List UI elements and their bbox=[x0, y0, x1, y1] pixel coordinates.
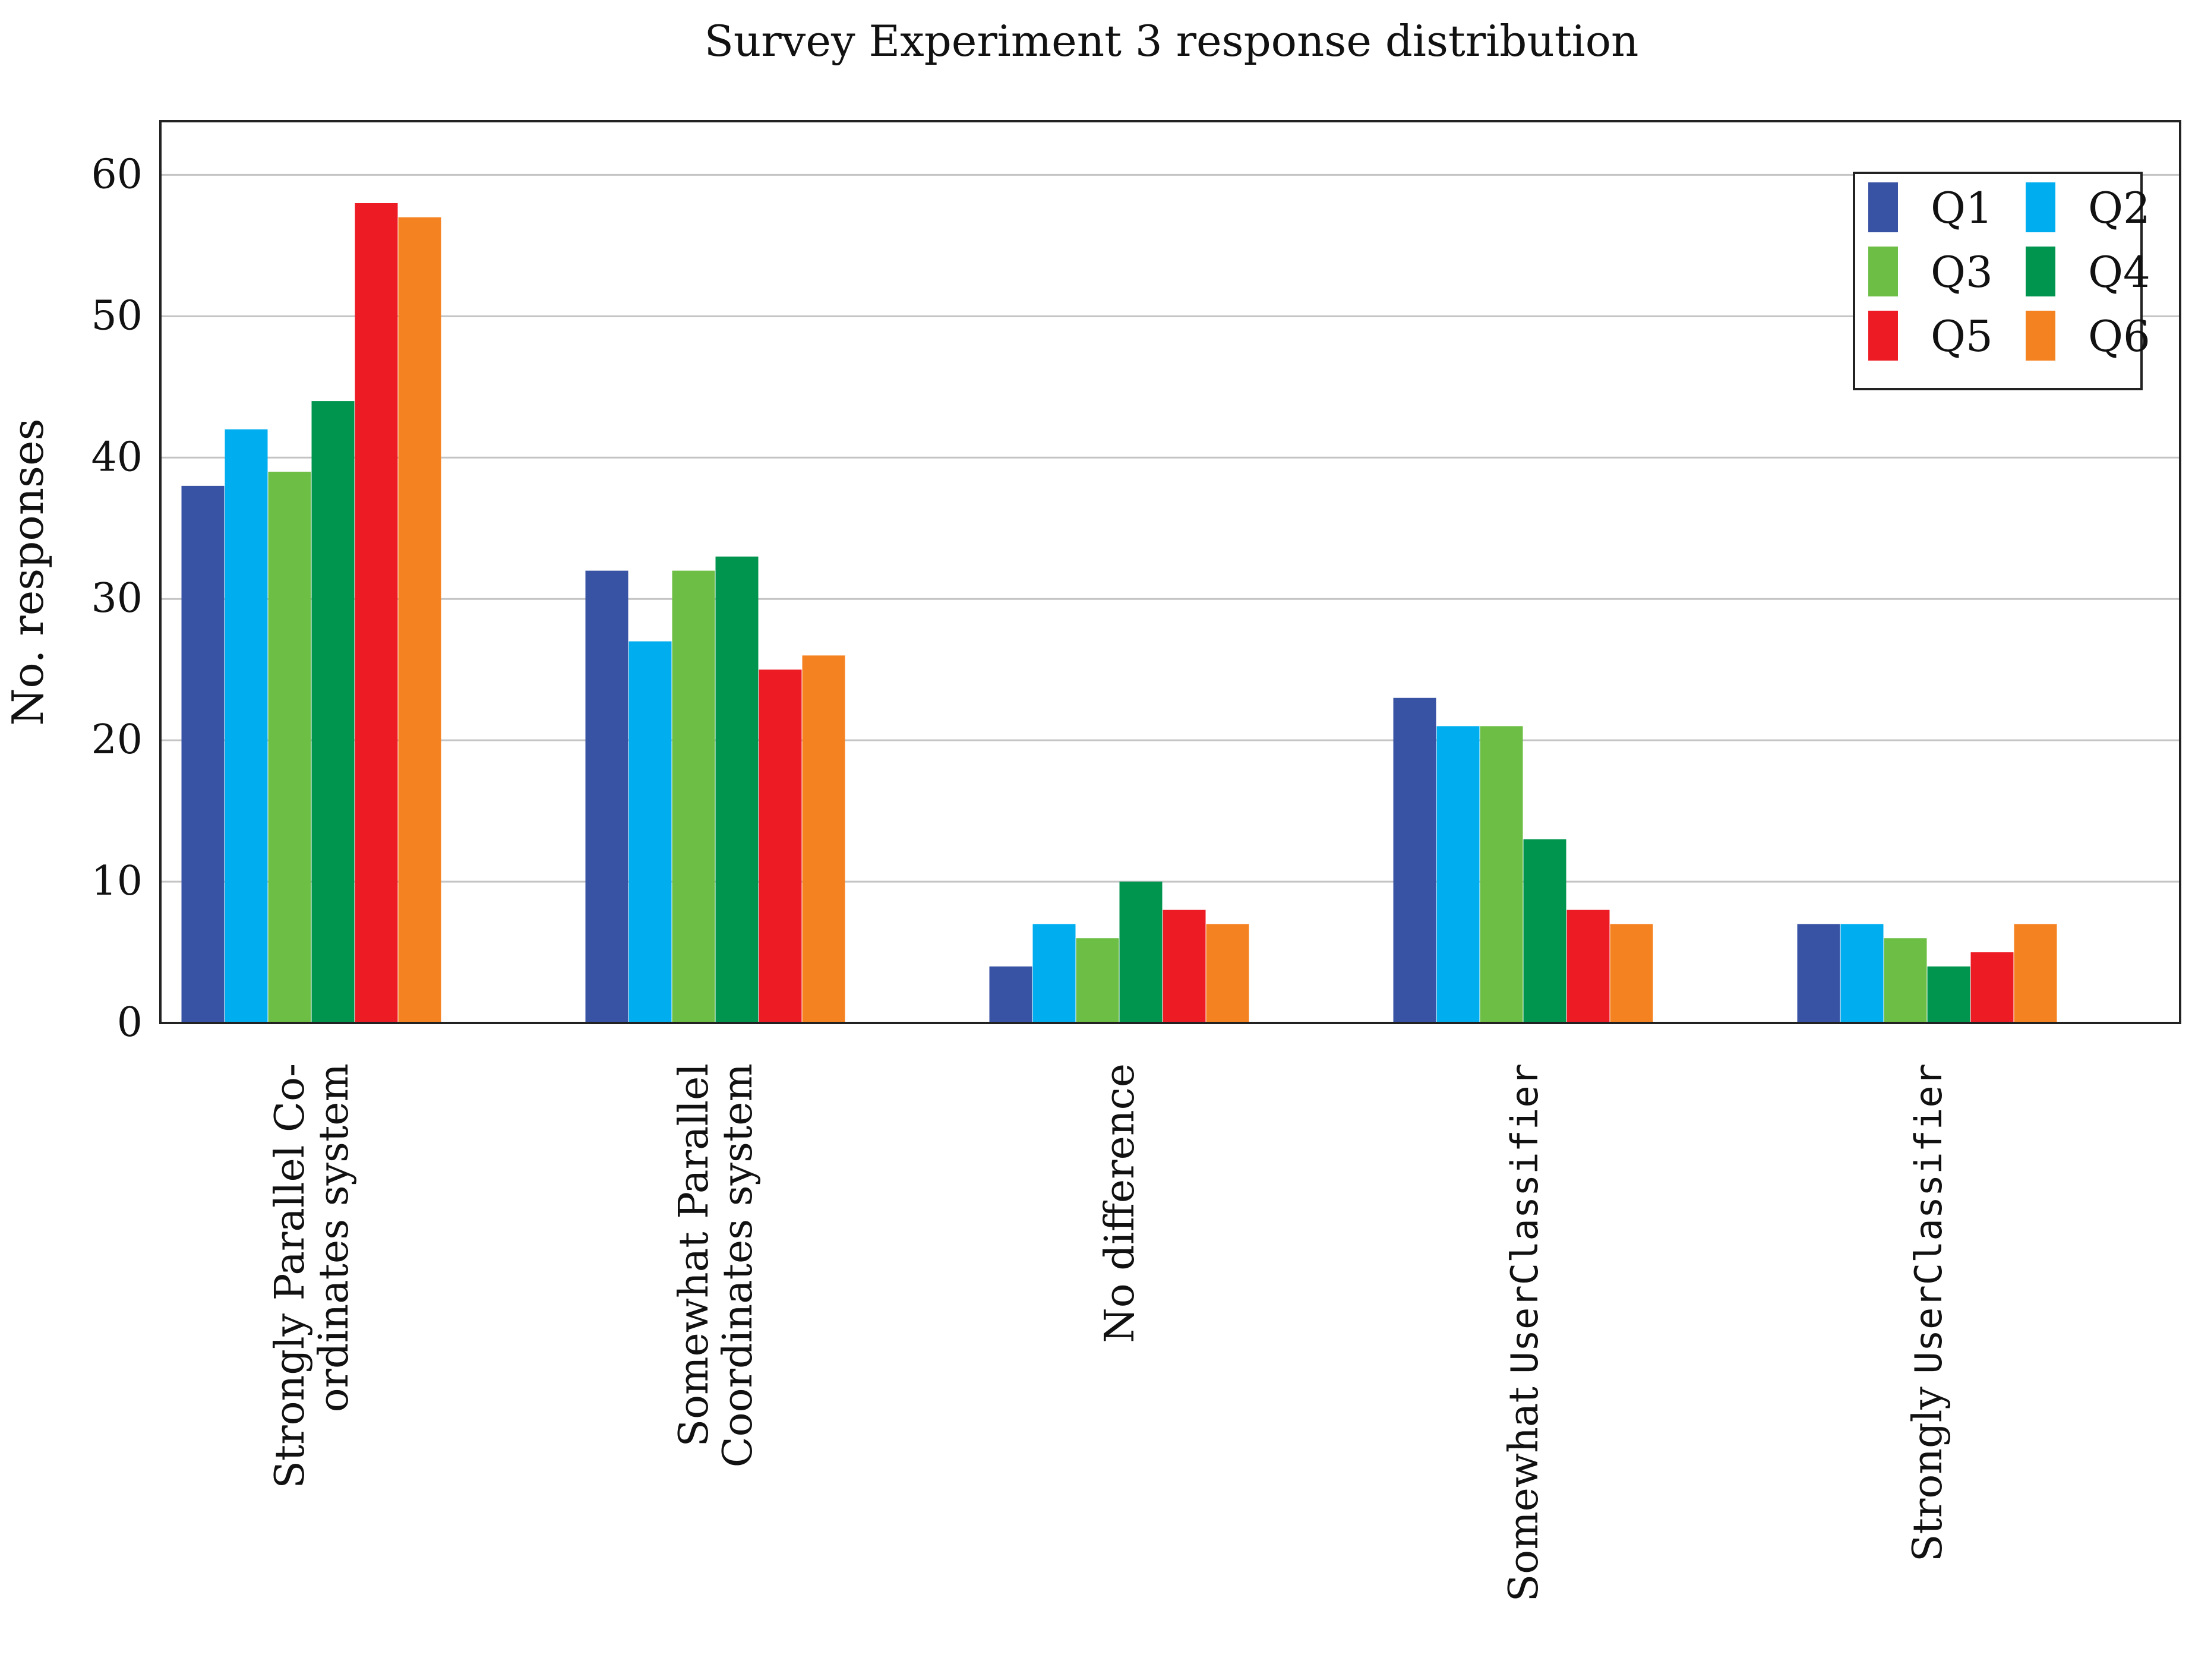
bar-q4-cat3 bbox=[1119, 882, 1163, 1023]
category-label-text: UserClassifier bbox=[1907, 1063, 1950, 1374]
bar-q5-cat5 bbox=[1970, 952, 2014, 1023]
bar-q6-cat3 bbox=[1206, 924, 1249, 1023]
bar-q5-cat4 bbox=[1566, 910, 1610, 1023]
legend-swatch-q4 bbox=[2026, 247, 2055, 296]
category-label-text: No difference bbox=[1097, 1063, 1144, 1343]
legend-swatch-q5 bbox=[1868, 311, 1898, 361]
bar-q4-cat4 bbox=[1523, 839, 1566, 1023]
chart-title: Survey Experiment 3 response distributio… bbox=[705, 16, 1639, 66]
category-label-line: Strongly Parallel Co- bbox=[267, 1063, 314, 1489]
legend: Q1 Q2 Q3 Q4 Q5 Q6 bbox=[1853, 172, 2150, 390]
category-label: No difference bbox=[1097, 1063, 1144, 1343]
category-labels: Strongly Parallel Co-ordinates system Som… bbox=[267, 1063, 1951, 1602]
category-label-line: ordinates system bbox=[311, 1063, 358, 1412]
y-tick-label: 30 bbox=[91, 575, 143, 622]
grid-lines bbox=[160, 173, 2180, 883]
bar-q3-cat5 bbox=[1884, 938, 1927, 1023]
category-label-text: Somewhat Parallel bbox=[671, 1063, 718, 1447]
bar-q2-cat2 bbox=[628, 641, 672, 1023]
category-label-text: Strongly bbox=[1904, 1374, 1951, 1562]
y-tick-label: 20 bbox=[91, 716, 143, 763]
category-label-text: UserClassifier bbox=[1503, 1063, 1546, 1374]
y-tick-label: 50 bbox=[91, 292, 143, 339]
y-tick-label: 40 bbox=[91, 434, 143, 481]
bar-q6-cat5 bbox=[2014, 924, 2057, 1023]
legend-label-q3: Q3 bbox=[1931, 247, 1993, 297]
legend-label-q5: Q5 bbox=[1931, 311, 1993, 361]
bar-q6-cat4 bbox=[1610, 924, 1653, 1023]
y-tick-label: 60 bbox=[91, 151, 143, 198]
bar-q2-cat4 bbox=[1436, 726, 1480, 1023]
bar-q1-cat4 bbox=[1393, 697, 1436, 1023]
bar-q1-cat2 bbox=[585, 570, 628, 1023]
category-label-line: No difference bbox=[1097, 1063, 1144, 1343]
legend-label-q4: Q4 bbox=[2088, 247, 2150, 297]
bar-q1-cat3 bbox=[989, 966, 1032, 1023]
category-label-line: Somewhat Parallel bbox=[671, 1063, 718, 1447]
category-label: Strongly UserClassifier bbox=[1904, 1063, 1951, 1562]
legend-label-q6: Q6 bbox=[2088, 311, 2150, 361]
bars bbox=[181, 203, 2057, 1023]
bar-q5-cat1 bbox=[355, 203, 398, 1023]
legend-label-q1: Q1 bbox=[1931, 183, 1993, 233]
legend-swatch-q6 bbox=[2026, 311, 2055, 361]
bar-q3-cat4 bbox=[1480, 726, 1523, 1023]
category-label-line: Strongly UserClassifier bbox=[1904, 1063, 1951, 1562]
category-label-text: ordinates system bbox=[311, 1063, 358, 1412]
bar-q3-cat1 bbox=[268, 472, 311, 1023]
category-label: Somewhat UserClassifier bbox=[1501, 1063, 1547, 1602]
legend-swatch-q2 bbox=[2026, 182, 2055, 232]
bar-q5-cat2 bbox=[759, 670, 802, 1023]
bar-q2-cat5 bbox=[1840, 924, 1884, 1023]
bar-q4-cat2 bbox=[715, 556, 759, 1023]
category-label-text: Strongly Parallel Co- bbox=[267, 1063, 314, 1489]
bar-q1-cat5 bbox=[1797, 924, 1840, 1023]
legend-swatch-q3 bbox=[1868, 247, 1898, 296]
legend-box bbox=[1853, 172, 2143, 390]
bar-q6-cat2 bbox=[802, 655, 845, 1023]
bar-q2-cat3 bbox=[1032, 924, 1076, 1023]
category-label-text: Somewhat bbox=[1501, 1374, 1547, 1602]
bar-q4-cat1 bbox=[311, 401, 355, 1023]
bar-q6-cat1 bbox=[398, 217, 441, 1023]
legend-label-q2: Q2 bbox=[2088, 183, 2150, 233]
y-tick-labels: 0 10 20 30 40 50 60 bbox=[91, 151, 143, 1046]
plot-frame bbox=[159, 120, 2181, 1024]
y-tick-label: 10 bbox=[91, 858, 143, 905]
bar-q4-cat5 bbox=[1927, 966, 1970, 1023]
bar-q5-cat3 bbox=[1163, 910, 1206, 1023]
bar-q1-cat1 bbox=[181, 485, 225, 1023]
category-label-line: Somewhat UserClassifier bbox=[1501, 1063, 1547, 1602]
y-axis-label: No. responses bbox=[3, 418, 53, 725]
bar-q3-cat3 bbox=[1076, 938, 1119, 1023]
category-label-text: Coordinates system bbox=[715, 1063, 762, 1467]
y-tick-label: 0 bbox=[117, 999, 143, 1046]
category-label: Strongly Parallel Co-ordinates system bbox=[267, 1063, 358, 1489]
category-label-line: Coordinates system bbox=[715, 1063, 762, 1467]
bar-q3-cat2 bbox=[672, 570, 715, 1023]
legend-swatch-q1 bbox=[1868, 182, 1898, 232]
bar-q2-cat1 bbox=[225, 429, 268, 1023]
